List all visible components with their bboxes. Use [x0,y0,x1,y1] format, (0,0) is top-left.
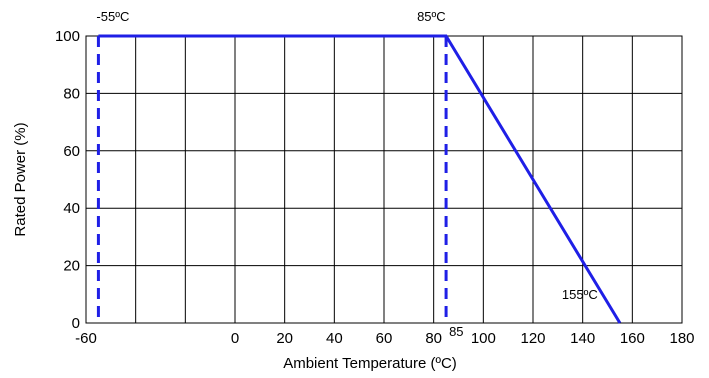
x-tick-label: 180 [669,330,694,347]
annotation-label: 85ºC [417,9,446,24]
y-tick-label: 100 [55,28,80,45]
annotation-label: -55ºC [96,9,129,24]
y-axis-label: Rated Power (%) [12,122,29,236]
y-tick-labels: 0 20 40 60 80 100 [55,28,80,332]
x-tick-label: 140 [570,330,595,347]
x-tick-label: 0 [231,330,239,347]
series-layer [98,36,620,323]
y-tick-label: 80 [63,85,80,102]
derating-curve [98,36,620,323]
annotation-label: 155ºC [562,287,598,302]
x-tick-label: 60 [376,330,393,347]
annotation-label: 85 [449,324,463,339]
x-tick-label: 20 [276,330,293,347]
y-tick-label: 40 [63,200,80,217]
x-tick-label: 80 [425,330,442,347]
x-tick-label: 100 [471,330,496,347]
reference-lines [98,36,446,323]
x-tick-label: -60 [75,330,97,347]
annotations: -55ºC 85ºC 85 155ºC [96,9,597,339]
y-tick-label: 60 [63,143,80,160]
x-tick-label: 160 [620,330,645,347]
x-axis-label: Ambient Temperature (ºC) [283,355,457,372]
x-tick-label: 120 [520,330,545,347]
y-tick-label: 0 [72,315,80,332]
y-tick-label: 20 [63,258,80,275]
x-tick-label: 40 [326,330,343,347]
x-tick-labels: -60 0 20 40 60 80 100 120 140 160 180 [75,330,694,347]
